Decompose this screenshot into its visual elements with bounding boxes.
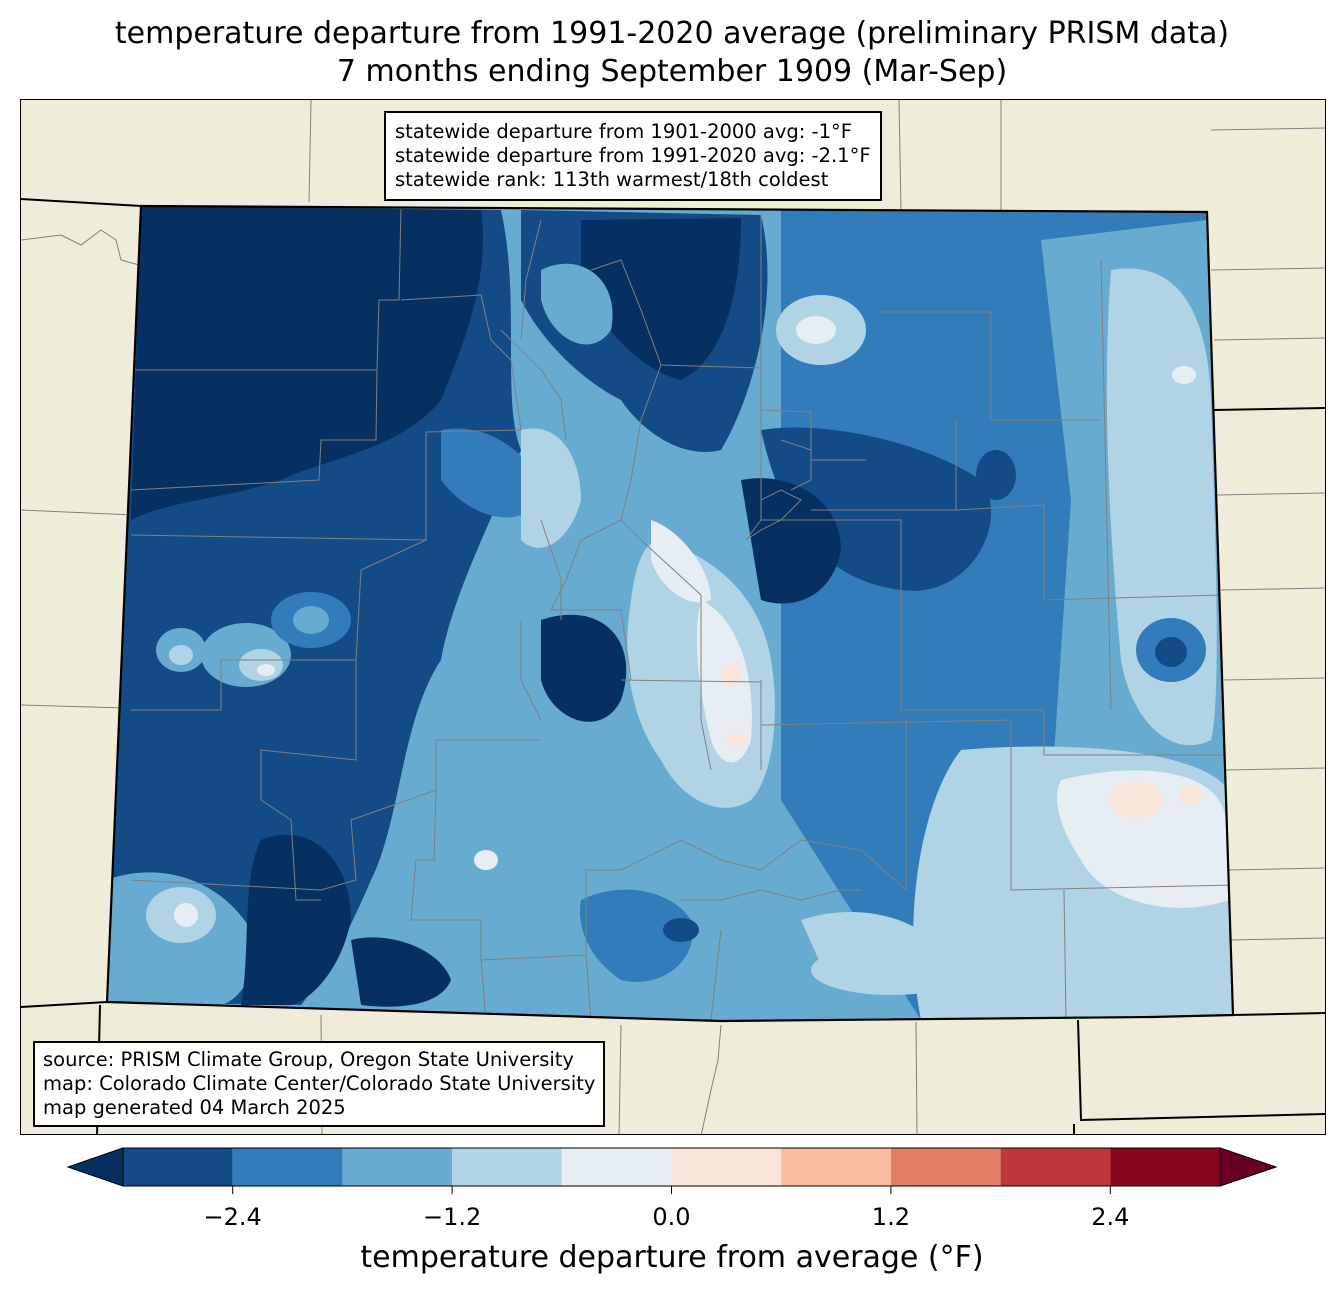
map-canvas bbox=[21, 100, 1325, 1134]
colorbar-segment bbox=[671, 1148, 782, 1186]
colorbar-segment bbox=[1000, 1148, 1111, 1186]
source-box: source: PRISM Climate Group, Oregon Stat… bbox=[33, 1041, 606, 1127]
colorbar-tick-label: 1.2 bbox=[871, 1203, 910, 1231]
colorbar-label: temperature departure from average (°F) bbox=[360, 1240, 984, 1275]
map-panel: statewide departure from 1901-2000 avg: … bbox=[20, 99, 1326, 1135]
colorbar-segment bbox=[561, 1148, 672, 1186]
colorbar-segment bbox=[781, 1148, 891, 1186]
source-line-2: map: Colorado Climate Center/Colorado St… bbox=[43, 1072, 596, 1095]
colorbar-tick-label: −1.2 bbox=[422, 1203, 482, 1231]
source-line-3: map generated 04 March 2025 bbox=[43, 1096, 346, 1119]
colorbar-tick-label: 0.0 bbox=[652, 1203, 691, 1231]
colorbar-tick-label: 2.4 bbox=[1091, 1203, 1130, 1231]
stats-departure-1901-2000: statewide departure from 1901-2000 avg: … bbox=[395, 120, 852, 143]
colorbar-segment bbox=[890, 1148, 1001, 1186]
colorbar-segment bbox=[1110, 1148, 1220, 1186]
colorbar bbox=[66, 1147, 1278, 1194]
colorbar-segment bbox=[232, 1148, 343, 1186]
source-line-1: source: PRISM Climate Group, Oregon Stat… bbox=[43, 1048, 574, 1071]
map-title-line-2: 7 months ending September 1909 (Mar-Sep) bbox=[336, 54, 1008, 89]
colorbar-tick-label: −2.4 bbox=[203, 1203, 262, 1231]
temperature-field bbox=[107, 206, 1233, 1021]
statewide-stats-box: statewide departure from 1901-2000 avg: … bbox=[384, 111, 882, 201]
stats-rank: statewide rank: 113th warmest/18th colde… bbox=[395, 168, 829, 191]
map-title-line-1: temperature departure from 1991-2020 ave… bbox=[114, 16, 1230, 51]
colorbar-segment bbox=[123, 1148, 233, 1186]
stats-departure-1991-2020: statewide departure from 1991-2020 avg: … bbox=[395, 144, 871, 167]
colorbar-over-extend bbox=[1219, 1147, 1278, 1187]
colorbar-under-extend bbox=[66, 1147, 124, 1187]
neighbor-county-lines bbox=[21, 100, 1325, 1134]
colorbar-segment bbox=[342, 1148, 453, 1186]
county-lines bbox=[130, 207, 1233, 1021]
colorado-border bbox=[105, 204, 1235, 1023]
colorbar-segment bbox=[452, 1148, 562, 1186]
